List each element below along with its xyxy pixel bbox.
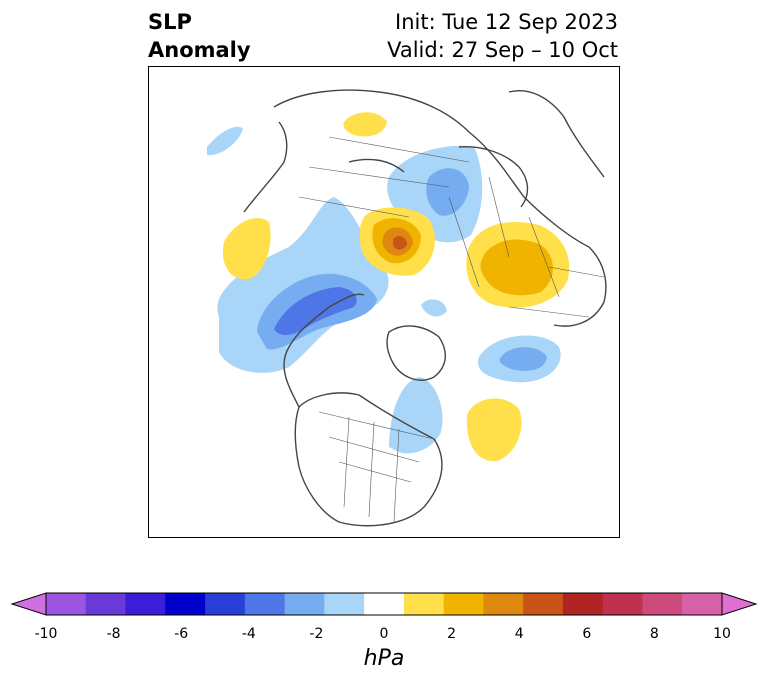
colorbar-tick-label: -10 [34,626,58,642]
colorbar-tick-label: -6 [174,626,189,642]
init-date: Init: Tue 12 Sep 2023 [395,10,618,34]
title-left: SLP Anomaly [148,8,251,64]
colorbar-tick-label: 6 [582,626,592,642]
colorbar-cell [403,593,445,615]
colorbar-cell [125,593,166,615]
colorbar-cell [324,593,365,615]
colorbar-tick-label: 10 [713,626,731,642]
colorbar-extend-min [10,592,47,616]
colorbar-unit: hPa [363,646,405,671]
colorbar-cell [483,593,524,615]
title-variable: SLP [148,10,192,34]
colorbar-tick-label: 8 [649,626,659,642]
colorbar-tick-label: -8 [106,626,121,642]
valid-range: Valid: 27 Sep – 10 Oct [387,38,618,62]
colorbar-cell [364,593,405,615]
map-panel [148,66,620,538]
colorbar-cell [205,593,246,615]
coastlines [243,89,607,527]
colorbar-cell [443,593,484,615]
colorbar-cell [642,593,683,615]
anomaly-fields [207,112,570,462]
colorbar-tick-label: -4 [241,626,256,642]
colorbar-cell [85,593,127,615]
colorbar [10,592,758,616]
colorbar-tick-label: -2 [309,626,324,642]
colorbar-tick-label: 0 [379,626,389,642]
colorbar-extend-max [721,592,758,616]
colorbar-tick-label: 4 [514,626,524,642]
borders [298,136,605,523]
colorbar-cell [682,593,723,615]
colorbar-cell [46,593,87,615]
colorbar-cell [244,593,286,615]
colorbar-cell [562,593,604,615]
colorbar-cell [165,593,206,615]
title-type: Anomaly [148,38,251,62]
colorbar-cell [523,593,564,615]
colorbar-tick-label: 2 [447,626,457,642]
colorbar-cell [602,593,643,615]
title-right: Init: Tue 12 Sep 2023 Valid: 27 Sep – 10… [387,8,618,64]
anomaly-map [207,89,607,527]
colorbar-cell [284,593,325,615]
